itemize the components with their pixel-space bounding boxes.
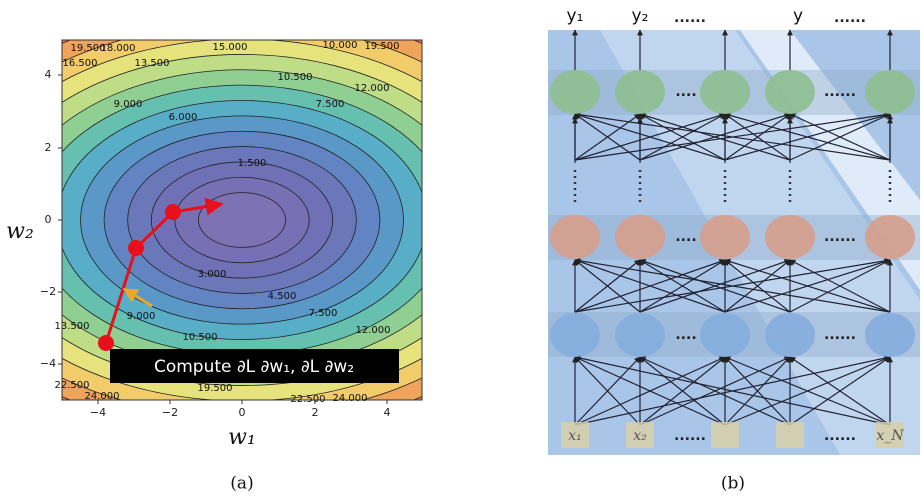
contour-label: 13.500: [55, 321, 90, 332]
contour-label: 9.000: [114, 99, 143, 110]
input-label: x₁: [568, 428, 582, 444]
caption: (b): [721, 474, 745, 494]
node-gap: ......: [824, 229, 856, 245]
contour-label: 22.500: [55, 380, 90, 391]
contour-label: 4.500: [268, 291, 297, 302]
x-tick-label: 0: [239, 406, 246, 419]
input-label: x₂: [633, 428, 647, 444]
node: [615, 70, 665, 114]
x-tick-label: −4: [90, 406, 106, 419]
x-axis-label: w₁: [228, 425, 256, 450]
node: [550, 215, 600, 259]
node-gap: ......: [824, 84, 856, 100]
contour-label: 10.500: [278, 72, 313, 83]
node: [865, 70, 915, 114]
x-tick-label: −2: [162, 406, 178, 419]
output-label: ......: [674, 10, 706, 26]
contour-label: 18.000: [101, 43, 136, 54]
node-gap: ....: [675, 84, 696, 100]
contour-label: 19.500: [198, 383, 233, 394]
contour: [198, 193, 285, 248]
contour-label: 16.500: [63, 58, 98, 69]
contour-label: 7.500: [316, 99, 345, 110]
node: [765, 215, 815, 259]
contour-label: 10.500: [183, 332, 218, 343]
node: [765, 313, 815, 357]
node: [550, 313, 600, 357]
input-label: ......: [674, 428, 706, 444]
contour-label: 15.000: [213, 42, 248, 53]
contour-label: 19.500: [365, 41, 400, 52]
contour-label: 7.500: [309, 308, 338, 319]
y-tick-label: 0: [45, 213, 52, 226]
figure: 19.500 18.000 15.000 10.000 19.500 16.500 13.5…: [0, 0, 921, 499]
input-label: x_N: [876, 428, 904, 444]
output-label: ......: [834, 10, 866, 26]
contour-label: 12.000: [356, 325, 391, 336]
node: [765, 70, 815, 114]
contour-label: 6.000: [169, 112, 198, 123]
x-tick-label: 2: [312, 406, 319, 419]
contour-label: 10.000: [323, 40, 358, 51]
contour-label: 3.000: [198, 269, 227, 280]
contour-label: 24.000: [333, 393, 368, 404]
annotation: Compute ∂L ∂w₁, ∂L ∂w₂: [154, 357, 354, 377]
node: [865, 215, 915, 259]
node: [700, 215, 750, 259]
node: [615, 215, 665, 259]
node: [865, 313, 915, 357]
caption: (a): [230, 474, 253, 494]
node: [700, 313, 750, 357]
contour-label: 13.500: [135, 58, 170, 69]
output-label: y: [793, 6, 803, 26]
contour-label: 12.000: [355, 83, 390, 94]
y-tick-label: 2: [45, 141, 52, 154]
input-box: [776, 422, 804, 448]
input-box: [711, 422, 739, 448]
y-tick-label: −2: [40, 285, 56, 298]
contour-label: 1.500: [238, 158, 267, 169]
contour-label: 24.000: [85, 391, 120, 402]
x-tick-label: 4: [384, 406, 391, 419]
contour-label: 22.500: [291, 394, 326, 405]
node-gap: ....: [675, 229, 696, 245]
input-label: ......: [824, 428, 856, 444]
output-label: y₂: [632, 6, 649, 26]
y-tick-label: −4: [40, 357, 56, 370]
node-gap: ......: [824, 327, 856, 343]
y-axis-label: w₂: [6, 219, 34, 244]
node: [615, 313, 665, 357]
node: [700, 70, 750, 114]
contour-label: 9.000: [127, 311, 156, 322]
node: [550, 70, 600, 114]
y-tick-label: 4: [45, 68, 52, 81]
node-gap: ....: [675, 327, 696, 343]
output-label: y₁: [567, 6, 584, 26]
